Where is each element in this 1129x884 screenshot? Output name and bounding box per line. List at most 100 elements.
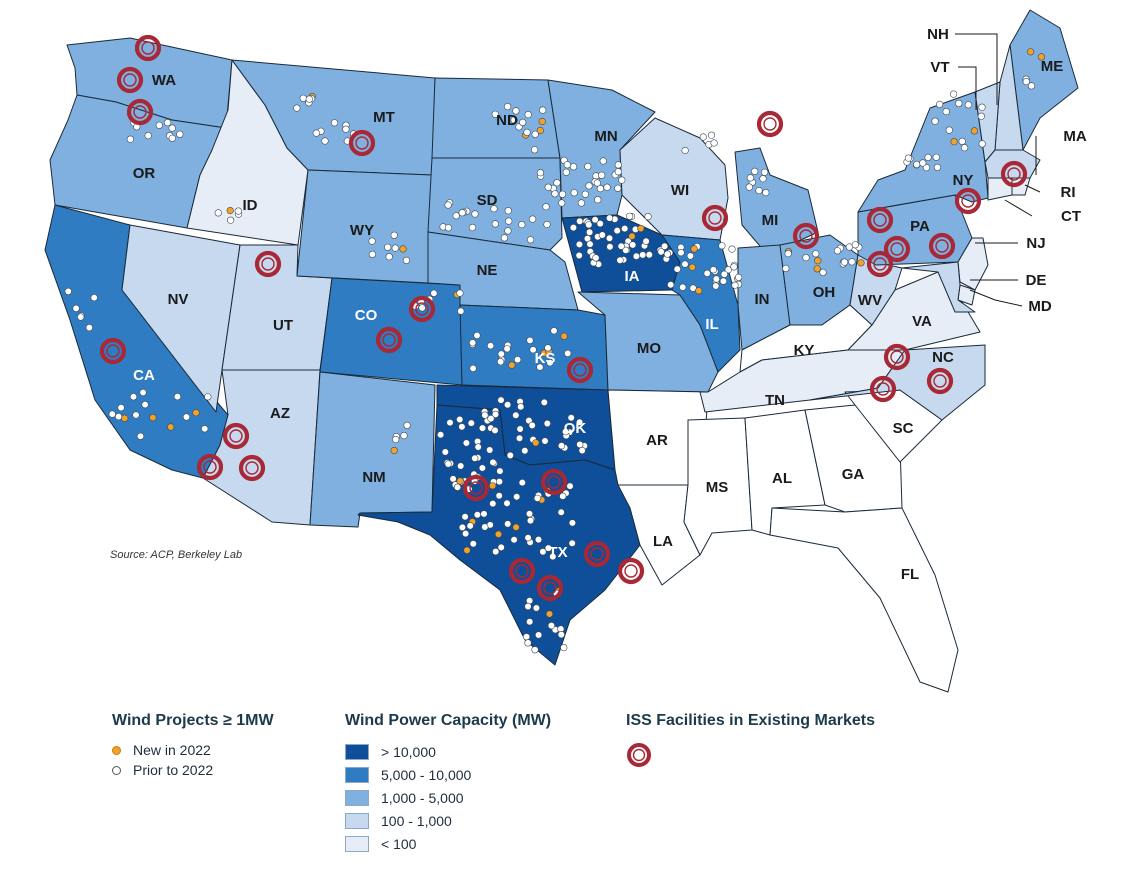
prior-project-dot xyxy=(576,217,584,225)
prior-project-dot xyxy=(567,414,575,422)
prior-project-dot xyxy=(458,523,467,532)
prior-project-dot xyxy=(129,393,138,401)
prior-project-dot xyxy=(728,245,736,253)
new-project-dot-icon xyxy=(112,745,121,755)
prior-project-dot xyxy=(132,411,140,419)
prior-project-dot xyxy=(497,396,505,404)
prior-project-dot xyxy=(575,240,584,248)
prior-project-dot xyxy=(559,492,567,500)
iss-facility-marker xyxy=(866,206,894,234)
prior-project-dot xyxy=(964,101,973,109)
prior-project-dot xyxy=(136,432,145,440)
new-project-dot xyxy=(970,127,979,135)
state-label-tn: TN xyxy=(765,392,785,409)
state-mi xyxy=(734,147,819,253)
iss-facility-markers xyxy=(99,34,1028,602)
state-label-oh: OH xyxy=(813,284,836,301)
prior-project-dot xyxy=(686,252,695,260)
legend-iss: ISS Facilities in Existing Markets xyxy=(626,712,875,775)
legend-capacity-label: 100 - 1,000 xyxy=(381,812,452,829)
prior-project-dot xyxy=(513,493,521,501)
prior-project-dot xyxy=(528,421,536,430)
prior-project-dot xyxy=(622,246,630,254)
iss-facility-marker xyxy=(254,250,282,278)
state-label-ma: MA xyxy=(1063,128,1086,145)
iss-ring-icon xyxy=(627,743,651,767)
iss-facility-marker xyxy=(928,232,956,260)
state-md xyxy=(901,261,976,313)
iss-facility-marker xyxy=(540,468,568,496)
new-project-dot xyxy=(545,610,554,618)
iss-facility-marker xyxy=(954,187,982,215)
prior-project-dot xyxy=(585,228,594,236)
prior-project-dot xyxy=(570,189,578,197)
prior-project-dot xyxy=(491,220,499,228)
leader-line xyxy=(1004,199,1033,217)
prior-project-dot xyxy=(720,270,728,278)
prior-project-dot xyxy=(642,237,650,245)
prior-project-dot xyxy=(709,266,718,274)
prior-project-dot xyxy=(390,231,398,239)
state-label-ny: NY xyxy=(953,172,974,189)
iss-facility-marker xyxy=(583,540,611,568)
prior-project-dot xyxy=(949,90,958,98)
source-note: Source: ACP, Berkeley Lab xyxy=(110,549,243,561)
prior-project-dot xyxy=(562,168,570,176)
prior-project-dot xyxy=(932,153,940,161)
prior-project-dot xyxy=(473,331,481,340)
prior-project-dot xyxy=(560,643,568,652)
prior-project-dot xyxy=(549,552,557,561)
prior-project-dot xyxy=(734,273,743,282)
prior-project-dot xyxy=(542,203,550,211)
prior-project-dot xyxy=(402,256,411,265)
iss-facility-marker xyxy=(196,453,224,481)
prior-project-dot xyxy=(524,534,532,542)
new-project-dot xyxy=(628,232,636,240)
prior-project-dot xyxy=(518,479,526,487)
prior-project-dot xyxy=(385,253,393,261)
state-label-ga: GA xyxy=(842,466,865,483)
prior-project-dot xyxy=(530,146,539,154)
prior-project-dot xyxy=(557,508,565,516)
iss-facility-marker xyxy=(866,250,894,278)
prior-project-dot xyxy=(614,184,622,192)
prior-project-dot xyxy=(517,403,525,411)
legend-projects: Wind Projects ≥ 1MW New in 2022 Prior to… xyxy=(112,712,274,780)
state-label-mi: MI xyxy=(762,212,779,229)
prior-project-dot xyxy=(536,169,545,177)
prior-project-dot xyxy=(802,254,810,262)
state-label-de: DE xyxy=(1026,272,1047,289)
prior-project-dot xyxy=(657,248,665,256)
prior-project-dot xyxy=(710,139,718,147)
prior-project-dot xyxy=(534,535,543,544)
prior-project-dot xyxy=(529,346,537,354)
iss-facility-marker xyxy=(238,454,266,482)
state-nc xyxy=(809,344,986,421)
leader-line xyxy=(955,33,998,105)
prior-project-dot xyxy=(449,475,457,483)
state-label-nh: NH xyxy=(927,26,949,43)
prior-project-dot xyxy=(471,210,479,218)
prior-project-dot xyxy=(539,548,547,556)
prior-project-dot xyxy=(495,492,503,500)
prior-project-dot xyxy=(468,223,477,232)
state-label-ms: MS xyxy=(706,479,729,496)
new-project-dot xyxy=(508,361,516,369)
legend-prior-label: Prior to 2022 xyxy=(133,762,214,778)
state-ny xyxy=(857,91,989,213)
state-label-wv: WV xyxy=(858,292,882,309)
new-project-dot xyxy=(1037,53,1045,61)
state-label-nv: NV xyxy=(168,291,189,308)
prior-project-dot xyxy=(755,186,763,195)
legend-iss-title: ISS Facilities in Existing Markets xyxy=(626,712,875,729)
prior-project-dot xyxy=(547,621,556,630)
state-label-pa: PA xyxy=(910,218,930,235)
prior-project-dot xyxy=(515,434,524,442)
state-label-ct: CT xyxy=(1061,208,1081,225)
prior-project-dot xyxy=(596,185,605,193)
state-sd xyxy=(427,157,563,251)
prior-project-dot xyxy=(391,244,399,252)
iss-facility-marker xyxy=(348,129,376,157)
new-project-dot xyxy=(538,117,546,126)
state-labels: WA OR CA ID NV UT AZ MT WY CO NM ND SD NE KS OK TX MN IA MO… xyxy=(133,26,1087,583)
